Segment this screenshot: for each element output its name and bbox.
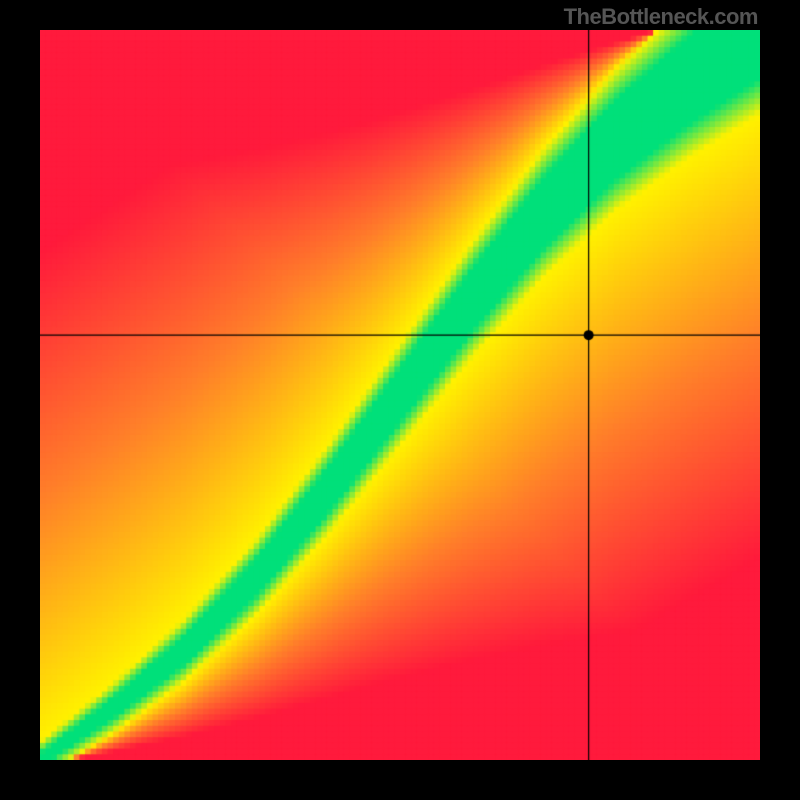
chart-frame — [40, 30, 760, 760]
bottleneck-heatmap — [40, 30, 760, 760]
attribution-text: TheBottleneck.com — [564, 4, 758, 30]
